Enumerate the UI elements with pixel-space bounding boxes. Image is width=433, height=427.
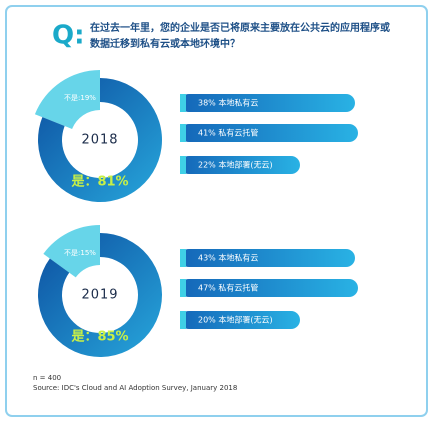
- pill-tab: [180, 311, 186, 329]
- pie-slice: [34, 70, 100, 129]
- footnote: Source: IDC's Cloud and AI Adoption Surv…: [33, 384, 237, 392]
- pie-slice: [37, 233, 163, 357]
- detail-text: 43% 本地私有云: [198, 253, 258, 263]
- detail-pill: [180, 279, 358, 297]
- slice-label: 是：85%: [70, 330, 128, 345]
- slice-label: 不是:15%: [64, 249, 96, 257]
- pill-tab: [180, 124, 186, 142]
- detail-pill: [180, 94, 355, 112]
- detail-text: 20% 本地部署(无云): [198, 315, 273, 325]
- detail-text: 22% 本地部署(无云): [198, 160, 273, 170]
- detail-text: 38% 本地私有云: [198, 98, 258, 108]
- detail-pill: [180, 249, 355, 267]
- chart-title: 2019: [81, 288, 118, 303]
- chart-title: 2018: [81, 133, 118, 148]
- slice-label: 是：81%: [70, 175, 128, 190]
- detail-pill: [180, 156, 300, 174]
- frame: [5, 5, 428, 417]
- question: 在过去一年里，您的企业是否已将原来主要放在公共云的应用程序或: [90, 21, 390, 34]
- pill-tab: [180, 249, 186, 267]
- pill-tab: [180, 156, 186, 174]
- pie-slice: [37, 78, 162, 203]
- pill-tab: [180, 279, 186, 297]
- pill-tab: [180, 94, 186, 112]
- detail-pill: [180, 311, 300, 329]
- question: 数据迁移到私有云或本地环境中？: [90, 37, 240, 50]
- detail-pill: [180, 124, 358, 142]
- slice-label: 不是:19%: [64, 94, 96, 102]
- detail-text: 41% 私有云托管: [198, 128, 258, 138]
- pie-slice: [43, 225, 100, 278]
- footnote: n = 400: [33, 374, 61, 382]
- detail-text: 47% 私有云托管: [198, 283, 258, 293]
- q-mark: Q:: [52, 21, 85, 51]
